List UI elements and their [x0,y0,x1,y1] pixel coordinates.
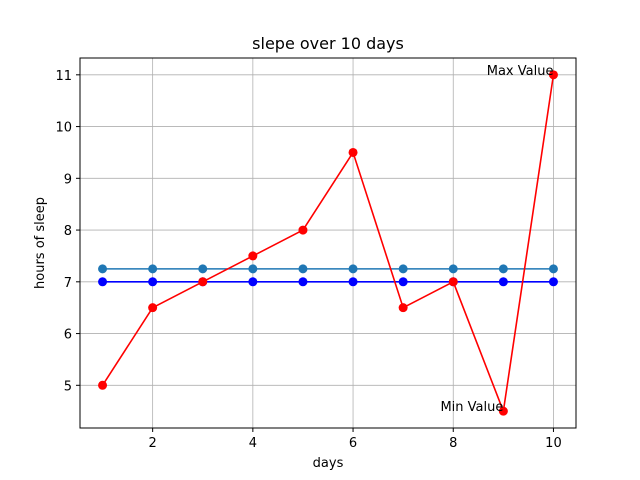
series-3-line [101,74,555,412]
series-1-point [148,264,158,274]
annotation-2: Min Value [440,400,503,415]
series-1-point [98,264,108,274]
series-3-point [298,225,308,235]
series-1-point [448,264,458,274]
series-2-point [148,277,158,287]
series-2-point [348,277,358,287]
series-3-point [248,251,258,261]
chart-title: slepe over 10 days [252,34,404,53]
y-tick-label: 11 [55,69,72,84]
y-tick-label: 8 [64,224,72,239]
series-1-point [498,264,508,274]
series-3-point [98,380,108,390]
y-tick-label: 6 [64,328,72,343]
series-3-point [198,277,208,287]
y-tick-label: 5 [64,379,72,394]
series-1-point [248,264,258,274]
y-tick-label: 9 [64,172,72,187]
x-tick-label: 6 [349,436,357,451]
series-2-point [298,277,308,287]
series-2-point [498,277,508,287]
x-axis-label: days [313,456,344,471]
annotations: Max Value Min Value [440,64,553,415]
series-3-point [348,147,358,157]
series-3-point [148,303,158,313]
series-3-point [548,70,558,80]
series-3-point [498,406,508,416]
annotation-1: Max Value [487,64,554,79]
x-tick-label: 8 [449,436,457,451]
axis-ticks: 2 4 6 8 10 5 6 7 8 9 10 11 [55,69,561,451]
y-axis-label: hours of sleep [33,197,48,289]
series-3-point [398,303,408,313]
series-1-point [348,264,358,274]
series-group [98,70,558,416]
plot-area-frame [79,57,577,429]
series-1-point [298,264,308,274]
x-tick-label: 4 [249,436,257,451]
x-tick-label: 10 [545,436,562,451]
series-1-point [198,264,208,274]
series-1-point [548,264,558,274]
y-tick-label: 7 [64,276,72,291]
series-2-point [248,277,258,287]
x-tick-label: 2 [149,436,157,451]
series-2-point [398,277,408,287]
series-1-point [398,264,408,274]
y-tick-label: 10 [55,121,72,136]
series-2-point [98,277,108,287]
series-3-point [448,277,458,287]
series-2-point [548,277,558,287]
